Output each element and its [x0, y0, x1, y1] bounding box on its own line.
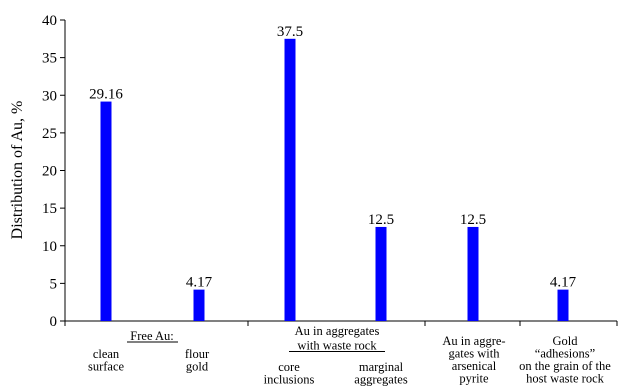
y-tick-label: 5 — [50, 276, 58, 292]
data-label: 4.17 — [186, 275, 213, 291]
bar — [284, 38, 296, 321]
bar — [467, 226, 479, 321]
category-label: Au in aggre-gates with arsenical pyrite — [442, 334, 505, 386]
data-label: 29.16 — [89, 87, 123, 103]
y-tick-label: 10 — [42, 239, 57, 255]
data-label: 37.5 — [277, 24, 303, 40]
group-label: Au in aggregates with waste rock — [295, 324, 380, 353]
group-labels: Free Au: Au in aggregates with waste rock — [127, 324, 385, 353]
y-tick-label: 30 — [42, 88, 57, 104]
y-tick-label: 15 — [42, 201, 57, 217]
y-tick-label: 20 — [42, 164, 57, 180]
category-labels: clean surface flour gold core inclusions margi… — [88, 334, 611, 387]
y-axis-label: Distribution of Au, % — [9, 101, 26, 240]
y-tick-label: 40 — [42, 13, 57, 29]
bars — [100, 38, 569, 321]
bar — [375, 226, 387, 321]
data-label: 12.5 — [368, 212, 394, 228]
y-tick-label: 35 — [42, 51, 57, 67]
category-label: flour gold — [185, 347, 210, 374]
data-labels: 29.16 4.17 37.5 12.5 12.5 4.17 — [89, 24, 577, 291]
y-tick-label: 0 — [50, 314, 58, 330]
group-label: Free Au: — [130, 329, 173, 343]
axes — [64, 20, 618, 326]
y-axis-ticks: 0 5 10 15 20 25 30 35 40 — [42, 13, 65, 330]
data-label: 4.17 — [550, 275, 577, 291]
category-label: marginal aggregates — [354, 360, 408, 387]
category-label: clean surface — [88, 347, 125, 374]
category-label: Gold “adhesions” on the grain of the host w… — [519, 334, 611, 386]
bar — [193, 289, 205, 321]
y-tick-label: 25 — [42, 126, 57, 142]
data-label: 12.5 — [460, 212, 486, 228]
category-label: core inclusions — [264, 360, 315, 387]
bar — [100, 101, 112, 321]
bar — [557, 289, 569, 321]
